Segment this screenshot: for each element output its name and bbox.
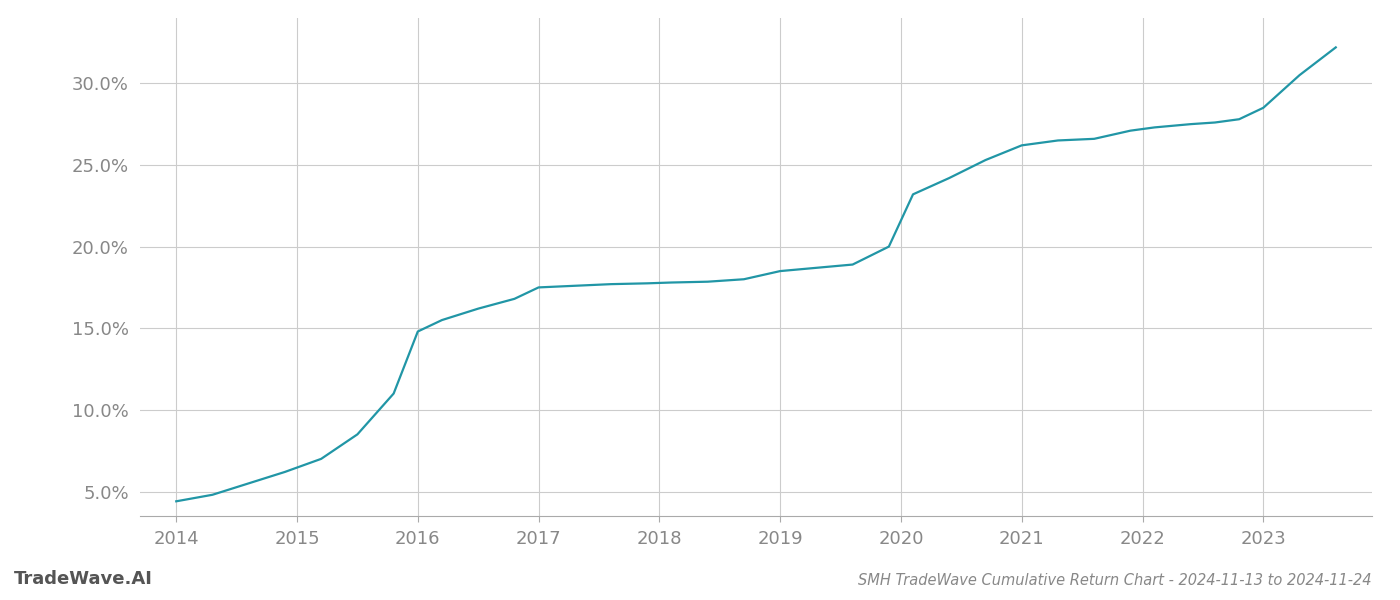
Text: SMH TradeWave Cumulative Return Chart - 2024-11-13 to 2024-11-24: SMH TradeWave Cumulative Return Chart - … [858, 573, 1372, 588]
Text: TradeWave.AI: TradeWave.AI [14, 570, 153, 588]
